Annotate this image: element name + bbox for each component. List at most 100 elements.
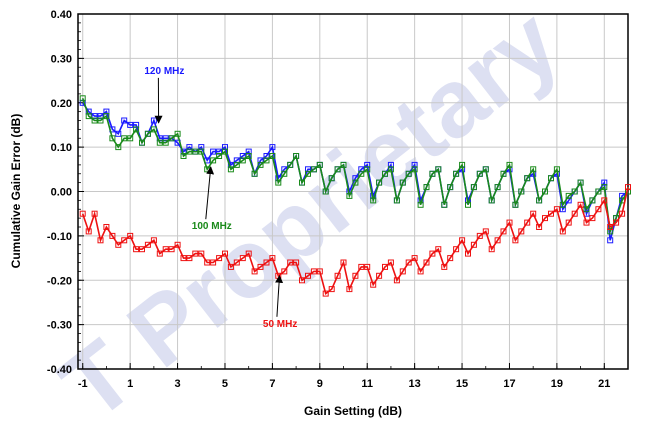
data-point-50-mhz [548, 210, 554, 217]
data-point-50-mhz [91, 210, 98, 217]
data-point-50-mhz [441, 263, 448, 270]
data-point-50-mhz [500, 228, 507, 235]
data-point-100-mhz [524, 175, 531, 182]
data-point-50-mhz [198, 250, 205, 257]
data-point-100-mhz [121, 135, 128, 142]
data-point-100-mhz [470, 184, 477, 191]
data-point-50-mhz [216, 255, 223, 262]
annotations: 120 MHz 100 MHz 50 MHz [144, 66, 297, 330]
data-point-50-mhz [482, 228, 489, 235]
data-point-100-mhz [500, 170, 507, 177]
data-point-120-mhz [245, 148, 252, 155]
data-point-50-mhz [127, 232, 134, 239]
data-point-100-mhz [411, 166, 418, 173]
data-point-50-mhz [559, 228, 566, 235]
data-point-50-mhz [453, 246, 460, 253]
data-point-50-mhz [565, 219, 572, 226]
data-point-50-mhz [79, 210, 86, 217]
data-point-50-mhz [518, 228, 525, 235]
data-point-100-mhz [192, 148, 199, 155]
y-tick-label: -0.20 [47, 275, 72, 287]
data-point-100-mhz [429, 170, 436, 177]
x-tick-label: 3 [175, 378, 181, 390]
data-point-100-mhz [417, 201, 424, 208]
data-point-50-mhz [121, 237, 128, 244]
data-point-50-mhz [287, 259, 294, 266]
data-point-100-mhz [352, 179, 359, 186]
data-point-50-mhz [204, 259, 211, 266]
data-point-100-mhz [435, 166, 442, 173]
data-point-100-mhz [198, 148, 205, 155]
data-point-50-mhz [524, 219, 531, 226]
data-point-120-mhz [559, 206, 566, 213]
data-point-100-mhz [245, 153, 252, 159]
data-point-50-mhz [263, 259, 270, 266]
data-point-50-mhz [364, 263, 371, 270]
data-point-100-mhz [376, 179, 383, 186]
x-tick-label: -1 [78, 378, 88, 390]
data-point-100-mhz [565, 192, 572, 199]
data-point-100-mhz [494, 184, 501, 191]
data-point-50-mhz [382, 263, 388, 270]
data-point-50-mhz [411, 255, 418, 262]
data-point-100-mhz [387, 166, 394, 173]
data-point-50-mhz [536, 224, 543, 230]
data-point-100-mhz [553, 166, 560, 173]
data-point-100-mhz [571, 188, 578, 195]
y-tick-label: 0.00 [51, 187, 72, 199]
data-point-100-mhz [589, 197, 596, 204]
annotation-arrow [275, 274, 284, 317]
data-point-120-mhz [210, 148, 217, 155]
data-point-100-mhz [370, 197, 377, 204]
data-point-100-mhz [482, 166, 489, 173]
data-point-100-mhz [133, 126, 140, 133]
data-point-50-mhz [233, 259, 240, 266]
data-point-100-mhz [465, 201, 471, 208]
data-point-100-mhz [577, 179, 584, 186]
data-point-50-mhz [447, 255, 454, 262]
data-point-120-mhz [607, 237, 614, 244]
data-point-50-mhz [293, 259, 300, 266]
data-point-100-mhz [322, 188, 329, 195]
data-point-100-mhz [79, 95, 86, 102]
x-tick-label: 5 [222, 378, 228, 390]
x-tick-label: 13 [409, 378, 421, 390]
data-point-100-mhz [216, 153, 223, 159]
x-tick-label: 11 [361, 378, 373, 390]
data-point-100-mhz [595, 188, 602, 195]
x-tick-label: 9 [317, 378, 323, 390]
data-point-50-mhz [376, 272, 383, 279]
data-point-100-mhz [476, 170, 483, 177]
data-point-100-mhz [453, 170, 460, 177]
x-tick-label: 7 [269, 378, 275, 390]
data-point-50-mhz [139, 246, 145, 253]
data-point-50-mhz [162, 246, 169, 253]
data-point-50-mhz [553, 206, 560, 213]
y-tick-label: 0.20 [51, 98, 72, 110]
y-tick-label: 0.10 [51, 142, 72, 154]
data-point-100-mhz [441, 201, 448, 208]
data-point-50-mhz [512, 237, 519, 244]
x-tick-label: 1 [127, 378, 133, 390]
data-point-50-mhz [530, 210, 537, 217]
data-point-100-mhz [518, 188, 525, 195]
data-point-100-mhz [447, 184, 454, 191]
data-point-120-mhz [269, 144, 276, 151]
data-point-100-mhz [293, 153, 300, 159]
series-group [79, 95, 631, 297]
data-point-120-mhz [127, 121, 134, 128]
data-point-50-mhz [476, 232, 483, 239]
annotation-arrow [205, 166, 215, 220]
data-point-50-mhz [222, 250, 228, 257]
data-point-100-mhz [144, 130, 151, 137]
data-point-50-mhz [85, 228, 92, 235]
data-point-50-mhz [619, 210, 626, 217]
data-point-50-mhz [435, 246, 442, 253]
data-point-100-mhz [583, 206, 590, 213]
data-point-100-mhz [257, 161, 264, 168]
data-point-100-mhz [423, 184, 430, 191]
data-point-50-mhz [133, 246, 140, 253]
data-point-100-mhz [139, 139, 145, 146]
data-point-50-mhz [393, 277, 400, 284]
data-point-100-mhz [275, 179, 282, 186]
